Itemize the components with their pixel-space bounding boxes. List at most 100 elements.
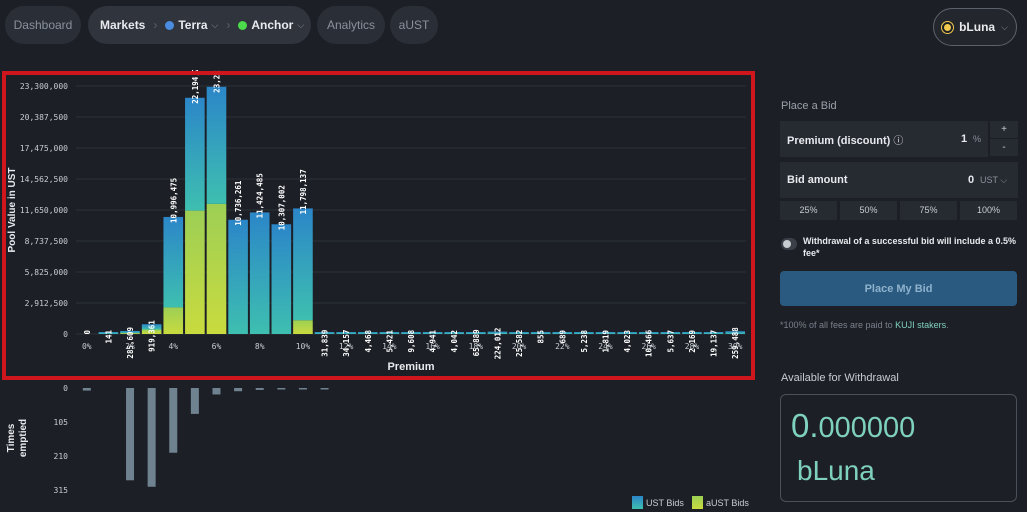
emptied-y-tick: 315 bbox=[54, 486, 69, 495]
nav-anchor-label: Anchor bbox=[251, 18, 294, 32]
nav-markets-label[interactable]: Markets bbox=[100, 18, 146, 32]
bar-ust bbox=[163, 216, 184, 308]
bar-value-label: 5,637 bbox=[666, 330, 675, 353]
bar-value-label: 2,169 bbox=[688, 329, 697, 352]
bar-value-label: 4,023 bbox=[623, 329, 632, 352]
bar-ust bbox=[487, 331, 508, 334]
nav-analytics[interactable]: Analytics bbox=[317, 6, 385, 44]
premium-decrement-button[interactable]: - bbox=[990, 139, 1018, 156]
emptied-bar bbox=[82, 388, 91, 391]
emptied-bar bbox=[277, 388, 286, 390]
asset-selector-button[interactable]: bLuna ⌵ bbox=[933, 8, 1017, 46]
premium-label: Premium (discount) ⓘ bbox=[787, 132, 903, 147]
emptied-y-tick: 210 bbox=[54, 452, 69, 461]
legend-swatch bbox=[632, 496, 643, 509]
nav-terra-label: Terra bbox=[178, 18, 208, 32]
nav-analytics-label: Analytics bbox=[326, 18, 376, 32]
nav-anchor-dropdown[interactable]: Anchor ⌵ bbox=[238, 18, 304, 32]
bar-value-label: 34,157 bbox=[342, 330, 351, 357]
bar-value-label: 689 bbox=[558, 330, 567, 344]
x-tick-label: 0% bbox=[82, 342, 92, 351]
chevron-right-icon: › bbox=[226, 18, 231, 32]
bar-aust bbox=[163, 307, 184, 334]
place-bid-button[interactable]: Place My Bid bbox=[780, 271, 1017, 306]
place-bid-button-label: Place My Bid bbox=[864, 282, 933, 295]
emptied-y-tick: 105 bbox=[54, 418, 69, 427]
bar-value-label: 224,012 bbox=[493, 328, 502, 360]
premium-increment-button[interactable]: + bbox=[990, 121, 1018, 138]
bar-ust bbox=[185, 97, 205, 211]
bar-value-label: 19,137 bbox=[710, 330, 719, 357]
bar-ust bbox=[228, 219, 248, 334]
pct-50-button[interactable]: 50% bbox=[840, 201, 897, 220]
bar-aust bbox=[120, 333, 140, 334]
info-icon[interactable]: ⓘ bbox=[893, 135, 904, 147]
bid-amount-unit: UST bbox=[980, 174, 998, 185]
bid-amount-row: Bid amount 0 UST ⌵ bbox=[780, 162, 1018, 198]
kuji-stakers-link[interactable]: KUJI stakers bbox=[895, 320, 947, 330]
x-tick-label: 26% bbox=[642, 342, 657, 351]
bar-ust bbox=[401, 332, 421, 334]
bar-value-label: 65,889 bbox=[472, 329, 481, 357]
emptied-bar bbox=[126, 388, 135, 481]
withdrawal-notice: Withdrawal of a successful bid will incl… bbox=[803, 236, 1016, 258]
legend-swatch bbox=[692, 496, 703, 509]
emptied-bar bbox=[147, 388, 156, 487]
nav-dashboard[interactable]: Dashboard bbox=[5, 6, 81, 44]
x-tick-label: 14% bbox=[382, 342, 397, 351]
y-tick-label: 8,737,500 bbox=[25, 237, 69, 246]
premium-label-text: Premium (discount) bbox=[787, 134, 891, 147]
bar-ust bbox=[379, 332, 400, 334]
bar-aust bbox=[293, 320, 313, 334]
bar-value-label: 31,839 bbox=[321, 329, 330, 357]
bar-value-label: 285,609 bbox=[126, 326, 135, 358]
chart-labels: 0 141 285,609 919,361 10,996,475 22,194,702 23… bbox=[83, 48, 740, 360]
premium-input[interactable]: 1 bbox=[961, 133, 968, 145]
emptied-bar bbox=[234, 388, 243, 392]
premium-unit: % bbox=[973, 134, 982, 144]
bar-value-label: 5,238 bbox=[580, 329, 589, 352]
nav-markets-breadcrumb[interactable]: Markets › Terra ⌵ › Anchor ⌵ bbox=[88, 6, 311, 44]
x-tick-label: 30% bbox=[728, 342, 743, 351]
pct-25-button[interactable]: 25% bbox=[780, 201, 837, 220]
bar-ust bbox=[574, 332, 594, 334]
bar-aust bbox=[141, 329, 162, 334]
fees-note: *100% of all fees are paid to KUJI stake… bbox=[780, 320, 949, 330]
bar-value-label: 22,194,702 bbox=[191, 70, 200, 104]
bar-value-label: 919,361 bbox=[148, 320, 157, 352]
y-tick-label: 0 bbox=[63, 330, 68, 339]
y-tick-label: 20,387,500 bbox=[20, 113, 68, 122]
bar-ust bbox=[509, 332, 529, 334]
pct-75-button[interactable]: 75% bbox=[900, 201, 957, 220]
x-tick-label: 16% bbox=[425, 342, 440, 351]
bar-value-label: 23,225,087 bbox=[212, 70, 221, 93]
emptied-bar bbox=[190, 388, 199, 414]
bar-ust bbox=[271, 224, 292, 334]
pct-100-button[interactable]: 100% bbox=[960, 201, 1017, 220]
times-emptied-chart: 0 105 210 315 Times emptied bbox=[6, 384, 329, 495]
y-tick-label: 23,300,000 bbox=[20, 82, 68, 91]
emptied-bar bbox=[320, 388, 329, 390]
bar-value-label: 10,466 bbox=[645, 329, 654, 357]
chart-legend: UST Bids aUST Bids bbox=[632, 496, 749, 509]
chevron-down-icon: ⌵ bbox=[211, 19, 219, 30]
bar-value-label: 10,307,002 bbox=[277, 185, 286, 230]
bid-amount-unit-dropdown[interactable]: UST ⌵ bbox=[980, 175, 1007, 186]
nav-terra-dropdown[interactable]: Terra ⌵ bbox=[165, 18, 218, 32]
bar-ust bbox=[660, 332, 681, 334]
chart-svg: 0 141 285,609 919,361 10,996,475 22,194,702 23… bbox=[6, 48, 749, 509]
y-tick-label: 2,912,500 bbox=[25, 299, 69, 308]
chevron-right-icon: › bbox=[153, 18, 158, 32]
nav-aust[interactable]: aUST bbox=[390, 6, 438, 44]
withdrawal-box: 0.000000 bLuna bbox=[780, 394, 1017, 502]
bar-value-label: 9,608 bbox=[407, 329, 416, 352]
emptied-bar bbox=[298, 388, 307, 390]
bar-ust bbox=[725, 331, 745, 334]
bar-ust bbox=[595, 332, 616, 334]
chevron-down-icon: ⌵ bbox=[1001, 21, 1008, 32]
bid-amount-input[interactable]: 0 bbox=[968, 174, 975, 186]
emptied-y-tick: 0 bbox=[63, 384, 68, 393]
withdrawal-toggle[interactable] bbox=[781, 238, 797, 250]
y-tick-label: 5,825,000 bbox=[25, 268, 69, 277]
bar-ust bbox=[336, 332, 356, 334]
